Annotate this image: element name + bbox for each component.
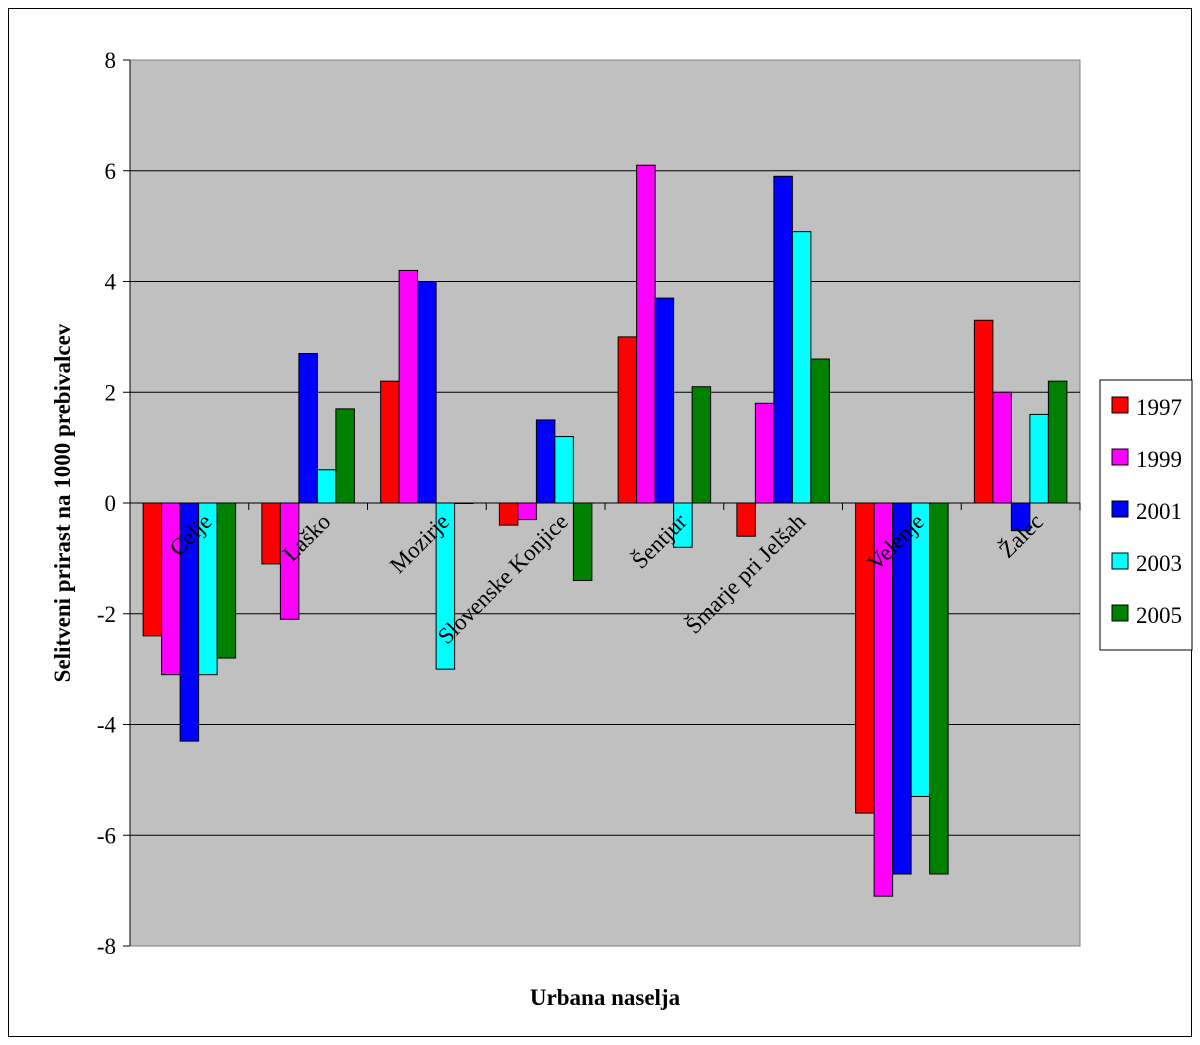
bar-2001 [654, 297, 675, 504]
legend-swatch-1999 [1111, 448, 1129, 466]
legend-swatch-2003 [1111, 552, 1129, 570]
bar-2001 [773, 175, 793, 504]
bar-1997 [617, 336, 638, 504]
bar-2003 [554, 436, 574, 504]
legend-label: 2005 [1136, 603, 1182, 628]
bar-1997 [380, 380, 400, 504]
y-tick-label: -4 [97, 713, 117, 738]
bar-1999 [992, 391, 1012, 504]
bar-1997 [498, 502, 519, 526]
legend-swatch-2001 [1111, 500, 1129, 518]
y-tick-label: -2 [97, 602, 116, 627]
bar-2005 [1047, 380, 1068, 504]
bar-2001 [298, 352, 318, 504]
bar-2005 [335, 408, 355, 504]
bar-2005 [929, 502, 949, 875]
y-tick-label: 4 [105, 270, 117, 295]
bar-1999 [517, 502, 537, 521]
bar-2003 [910, 502, 931, 797]
y-tick-label: -6 [97, 823, 116, 848]
y-tick-label: 8 [105, 48, 117, 73]
legend-label: 2003 [1136, 551, 1182, 576]
bar-2001 [417, 281, 437, 504]
legend-label: 1997 [1136, 395, 1182, 420]
bar-2001 [535, 419, 556, 504]
legend-swatch-2005 [1111, 604, 1129, 622]
bar-2005 [572, 502, 593, 582]
bar-1997 [736, 502, 756, 537]
bar-2003 [1029, 413, 1049, 504]
bar-2005 [216, 502, 237, 659]
bar-2003 [316, 469, 337, 504]
legend-label: 2001 [1136, 499, 1182, 524]
bar-2003 [791, 231, 812, 504]
y-axis-title: Selitveni prirast na 1000 prebivalcev [50, 323, 75, 682]
legend-label: 1999 [1136, 447, 1182, 472]
bar-2005 [691, 386, 712, 504]
bar-1999 [754, 402, 775, 504]
legend-swatch-1997 [1111, 396, 1129, 414]
bar-1997 [973, 319, 994, 504]
bar-2005 [810, 358, 830, 504]
bar-1999 [398, 269, 419, 504]
bar-1997 [142, 502, 163, 637]
y-tick-label: 0 [105, 491, 117, 516]
bar-1999 [161, 502, 181, 676]
bar-1997 [261, 502, 281, 565]
x-axis-title: Urbana naselja [530, 985, 681, 1010]
y-tick-label: 6 [105, 159, 117, 184]
y-tick-label: -8 [97, 934, 116, 959]
bar-1999 [636, 164, 656, 504]
y-tick-label: 2 [105, 380, 117, 405]
